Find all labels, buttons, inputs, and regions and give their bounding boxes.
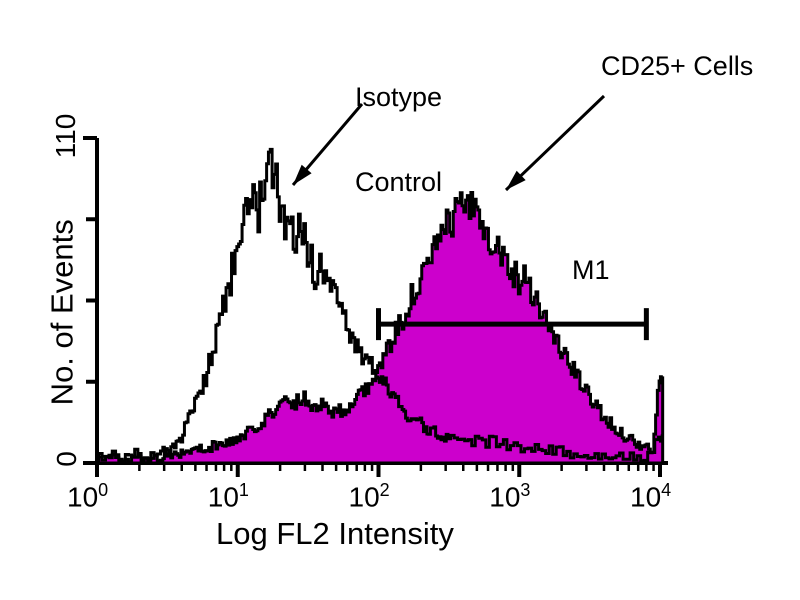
x-tick-mantissa: 10 [489, 481, 521, 513]
series-isotype-control-trace [95, 147, 664, 463]
arrow-isotype-control [291, 103, 364, 186]
x-tick-label-1e2: 102 [349, 480, 390, 513]
x-tick-mantissa: 10 [207, 481, 239, 513]
annotation-isotype-control-line1: Isotype [355, 81, 443, 112]
x-tick-mantissa: 10 [348, 481, 380, 513]
y-tick-label-110: 110 [50, 113, 81, 159]
annotation-cd25-cells: CD25+ Cells [601, 51, 754, 81]
x-tick-exponent: 4 [661, 480, 672, 500]
x-tick-mantissa: 10 [67, 481, 99, 513]
x-tick-label-1e0: 100 [67, 480, 108, 513]
x-tick-mantissa: 10 [630, 481, 662, 513]
x-axis-title: Log FL2 Intensity [216, 516, 454, 551]
arrow-cd25-cells-head [506, 170, 526, 190]
x-tick-exponent: 1 [238, 480, 249, 500]
annotation-isotype-control: Isotype Control [355, 26, 442, 253]
x-tick-label-1e3: 103 [489, 480, 530, 513]
y-axis-title: No. of Events [44, 219, 80, 406]
series-isotype-control [95, 147, 664, 463]
arrow-cd25-cells [504, 94, 606, 192]
marker-m1-label: M1 [572, 255, 610, 285]
x-tick-exponent: 3 [520, 480, 531, 500]
arrow-cd25-cells-shaft [504, 94, 606, 192]
y-tick-label-0: 0 [51, 451, 82, 467]
annotation-isotype-control-line2: Control [355, 166, 443, 197]
arrow-isotype-control-head [293, 164, 312, 185]
marker-m1 [376, 308, 649, 341]
x-tick-label-1e4: 104 [630, 480, 671, 513]
x-tick-exponent: 0 [98, 480, 109, 500]
x-tick-exponent: 2 [379, 480, 390, 500]
x-tick-label-1e1: 101 [208, 480, 249, 513]
